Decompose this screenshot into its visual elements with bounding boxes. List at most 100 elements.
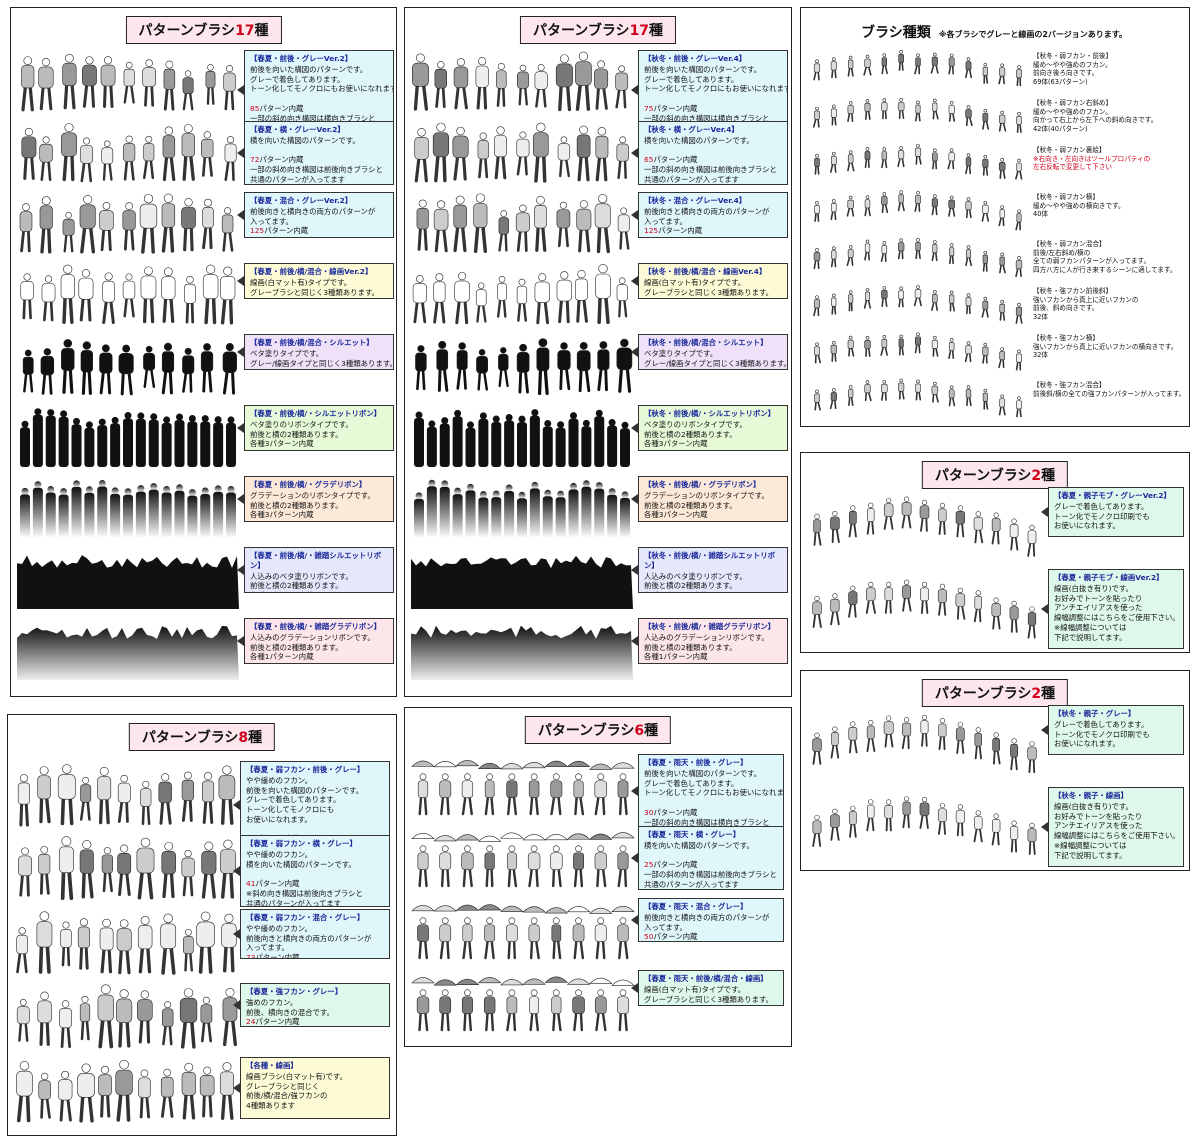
silhouette-figure — [174, 484, 185, 538]
person-figure — [477, 132, 489, 179]
silhouette-figure — [542, 419, 553, 467]
person-figure — [999, 299, 1006, 321]
person-figure — [556, 201, 571, 248]
figure-pattern-row — [19, 193, 234, 254]
person-figure — [163, 60, 176, 111]
brush-info-box: 【秋冬・前後/横/混合・線画Ver.4】 線画(白マット有)タイプです。 グレーブラ… — [638, 263, 788, 299]
person-figure — [462, 917, 473, 960]
person-figure — [616, 136, 629, 180]
description-line: トーン化でモノクロ印刷でも — [1054, 729, 1150, 739]
panel-title: パターンブラシ6種 — [524, 716, 672, 744]
panel-title: パターンブラシ2種 — [921, 461, 1069, 489]
brush-name: 【春夏・親子モブ・線画Ver.2】 — [1054, 573, 1164, 582]
silhouette-figure — [32, 408, 43, 467]
person-figure — [814, 342, 822, 364]
person-figure — [434, 61, 447, 109]
person-figure — [998, 347, 1005, 369]
silhouette-figure — [174, 413, 185, 467]
description-line: 前後向きと横向きの両方のパターンが — [644, 206, 770, 216]
silhouette-figure — [97, 479, 108, 538]
person-figure — [902, 579, 912, 612]
person-figure — [1010, 738, 1019, 771]
callout-pointer — [1041, 507, 1048, 517]
description-line: 横を向いた構図のパターンです。 — [644, 840, 754, 850]
person-figure — [412, 275, 427, 324]
person-figure — [938, 717, 947, 751]
brush-name: 【春夏・横・グレーVer.2】 — [250, 125, 345, 134]
brush-name: 【春夏・弱フカン・前後・グレー】 — [246, 765, 365, 774]
person-figure — [461, 845, 474, 888]
brush-name: 【春夏・前後・グレーVer.2】 — [250, 54, 353, 63]
label-line: 前向き後ろ向きです。 — [1033, 69, 1099, 78]
figure-pattern-row — [414, 122, 629, 183]
person-figure — [218, 765, 236, 825]
person-figure — [864, 239, 871, 261]
person-figure — [82, 56, 97, 108]
person-figure — [829, 388, 837, 410]
person-figure — [461, 989, 473, 1032]
person-figure — [476, 349, 488, 391]
person-figure — [37, 766, 51, 824]
description-line — [250, 146, 388, 156]
person-figure — [937, 802, 947, 835]
silhouette-figure — [20, 420, 30, 467]
person-figure — [594, 845, 607, 888]
callout-pointer — [237, 210, 244, 220]
umbrella — [455, 759, 480, 767]
description-line: 各種1パターン内蔵 — [644, 652, 708, 662]
umbrella — [500, 905, 524, 912]
description-line: 前後と横の2種類あります。 — [250, 642, 343, 652]
description-line: 共通のパターンが入ってます — [250, 174, 345, 184]
person-figure — [139, 194, 158, 254]
person-figure — [999, 252, 1006, 274]
person-figure — [915, 100, 921, 122]
figure-pattern-row — [812, 796, 1037, 855]
figure-pattern-row — [415, 338, 633, 396]
person-figure — [947, 148, 955, 170]
description-line: トーン化してモノクロにもお使いになれます。 — [250, 84, 394, 94]
brush-name: 【秋冬・横・グレーVer.4】 — [644, 125, 739, 134]
figure-pattern-row — [16, 911, 237, 975]
person-figure — [41, 275, 56, 322]
brush-name: 【秋冬・前後/横/・雑踏シルエットリボン】 — [644, 551, 776, 570]
person-figure — [931, 240, 938, 262]
person-figure — [534, 273, 550, 325]
person-figure — [913, 285, 922, 307]
person-figure — [964, 341, 972, 363]
description-line: 線画(白マット有)タイプです。 — [644, 984, 746, 994]
brush-info-box: 【春夏・弱フカン・混合・グレー】 やや緩めのフカン。 前後向きと横向きの両方のパター… — [240, 909, 390, 959]
silhouette-figure — [620, 491, 630, 538]
umbrella — [411, 832, 435, 839]
description-line: 一部の斜め向き構図は前後向きブラシと — [644, 870, 777, 880]
person-figure — [594, 773, 608, 816]
label-line: 前後斜/横の全ての強フカンパターンが入ってます。 — [1033, 389, 1186, 398]
description-line: グレーブラシと同じく — [246, 1081, 320, 1091]
person-figure — [461, 773, 474, 816]
silhouette-figure — [465, 421, 476, 467]
person-figure — [16, 927, 28, 974]
description-line — [246, 869, 384, 879]
silhouette-figure — [465, 483, 476, 538]
person-figure — [439, 845, 452, 888]
person-figure — [930, 52, 939, 74]
callout-pointer — [233, 800, 240, 810]
person-figure — [1015, 302, 1023, 324]
person-figure — [39, 196, 53, 254]
brush-name: 【秋冬・前後/横/・グラデリボン】 — [644, 480, 761, 489]
callout-pointer — [631, 148, 638, 158]
person-figure — [506, 845, 518, 888]
brush-name: 【春夏・前後/横/混合・線画Ver.2】 — [250, 267, 373, 276]
description-line: お使いになれます。 — [246, 814, 312, 824]
pattern-count: 85 — [250, 103, 260, 113]
person-figure — [864, 380, 872, 402]
description-line: 人込みのグラデーションリボンです。 — [644, 632, 769, 642]
brush-info-box: 【春夏・弱フカン・前後・グレー】 やや緩めのフカン。 前後を向いた構図のパターンです… — [240, 761, 390, 849]
silhouette-figure — [45, 409, 56, 467]
description-line: グレーブラシと同じく3種類あります。 — [644, 994, 774, 1004]
silhouette-figure — [123, 488, 133, 538]
label-line: 【秋冬・弱フカン・前後】 — [1033, 52, 1113, 60]
person-figure — [77, 918, 90, 970]
person-figure — [931, 290, 938, 311]
label-line: 全ての弱フカンパターンが入ってます。 — [1033, 257, 1151, 266]
brush-info-box: 【春夏・前後/横/混合・シルエット】 ベタ塗りタイプです。 グレー/線画タイプと同じ… — [244, 334, 394, 370]
